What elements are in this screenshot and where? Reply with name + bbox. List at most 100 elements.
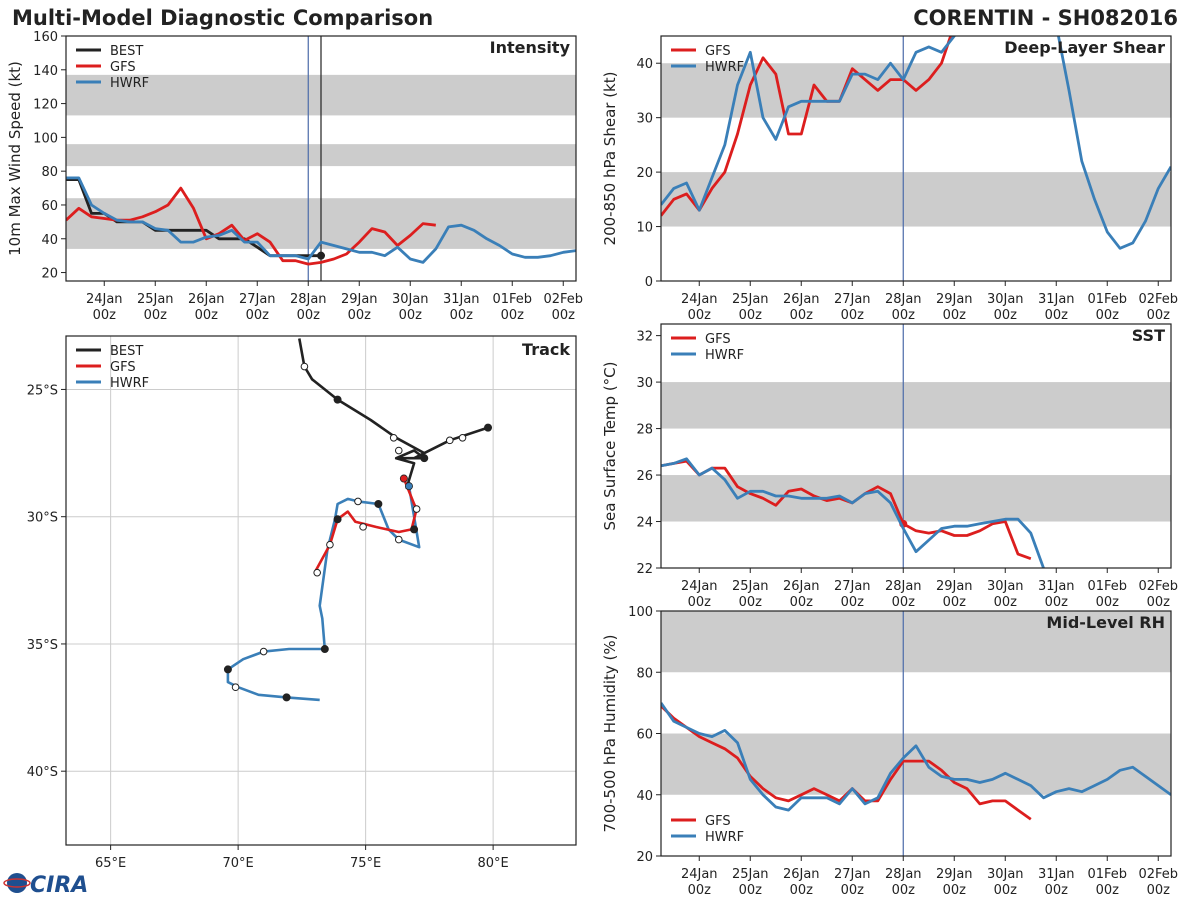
x-tick-label-time: 00z — [552, 308, 576, 323]
x-tick-label: 30Jan — [987, 867, 1024, 882]
y-axis-label: 700-500 hPa Humidity (%) — [601, 634, 619, 832]
series-group — [66, 176, 576, 266]
track-marker-open — [259, 647, 268, 656]
plot-frame — [660, 323, 1172, 569]
legend-label-gfs: GFS — [705, 44, 731, 59]
x-tick-label-time: 00z — [688, 595, 712, 610]
y-tick-label: 60 — [636, 728, 653, 743]
legend-label-gfs: GFS — [705, 814, 731, 829]
y-tick-label: 100 — [33, 131, 58, 146]
x-tick-label-time: 00z — [1045, 595, 1069, 610]
plot-frame — [65, 35, 577, 282]
x-tick-label-time: 00z — [1147, 595, 1171, 610]
x-tick-label: 75°E — [350, 856, 381, 871]
x-tick-label-time: 00z — [790, 595, 814, 610]
y-tick-label: 30 — [636, 112, 653, 127]
x-tick-label-time: 00z — [790, 308, 814, 323]
orbit-icon — [3, 878, 31, 888]
x-tick-label-time: 00z — [1096, 883, 1120, 898]
x-tick-label-time: 00z — [399, 308, 423, 323]
y-tick-label: 40 — [636, 57, 653, 72]
x-tick-label-time: 00z — [1147, 308, 1171, 323]
legend-label-hwrf: HWRF — [705, 60, 744, 75]
y-tick-label: 35°S — [27, 638, 58, 653]
track-marker-open — [300, 362, 309, 371]
x-tick-label-time: 00z — [246, 308, 270, 323]
y-tick-label: 20 — [636, 850, 653, 865]
shaded-band — [661, 475, 1171, 522]
x-tick-label: 02Feb — [1138, 292, 1178, 307]
track-marker-filled — [399, 474, 408, 483]
logo-text: CIRA — [30, 873, 88, 898]
x-tick-label: 31Jan — [1038, 292, 1075, 307]
x-tick-label: 26Jan — [188, 292, 225, 307]
x-tick-label: 26Jan — [783, 292, 820, 307]
x-tick-label-time: 00z — [297, 308, 321, 323]
x-tick-label: 02Feb — [1138, 579, 1178, 594]
track-marker-filled — [410, 525, 419, 534]
track-marker-open — [458, 434, 467, 442]
x-tick-label-time: 00z — [994, 883, 1018, 898]
globe-icon — [7, 873, 27, 893]
x-tick-label-time: 00z — [1045, 883, 1069, 898]
x-tick-label: 24Jan — [681, 292, 718, 307]
x-tick-label: 01Feb — [492, 292, 532, 307]
x-tick-label-time: 00z — [688, 308, 712, 323]
x-tick-label: 24Jan — [681, 867, 718, 882]
y-tick-label: 32 — [636, 330, 653, 345]
y-axis-label: 200-850 hPa Shear (kt) — [601, 72, 619, 246]
cira-logo: CIRA — [3, 873, 88, 898]
y-tick-label: 20 — [636, 166, 653, 181]
x-tick-label: 29Jan — [341, 292, 378, 307]
y-tick-label: 40 — [41, 233, 58, 248]
x-tick-label: 29Jan — [936, 292, 973, 307]
x-tick-label: 31Jan — [1038, 579, 1075, 594]
x-tick-label: 01Feb — [1087, 867, 1127, 882]
track-marker-filled — [420, 454, 429, 463]
track-marker-open — [394, 535, 403, 544]
x-tick-label-time: 00z — [790, 883, 814, 898]
x-tick-label-time: 00z — [739, 883, 763, 898]
y-tick-label: 100 — [628, 605, 653, 620]
track-marker-open — [445, 436, 454, 445]
x-tick-label-time: 00z — [943, 308, 967, 323]
x-tick-label: 31Jan — [443, 292, 480, 307]
x-tick-label: 30Jan — [392, 292, 429, 307]
series-group — [661, 457, 1045, 568]
x-tick-label: 28Jan — [885, 579, 922, 594]
legend-label-best: BEST — [110, 344, 143, 359]
series-end-marker — [317, 251, 325, 260]
legend-label-gfs: GFS — [110, 60, 136, 75]
x-tick-label: 28Jan — [885, 867, 922, 882]
rh-panel: 2040608010024Jan00z25Jan00z26Jan00z27Jan… — [601, 605, 1178, 898]
x-tick-label-time: 00z — [892, 883, 916, 898]
track-marker-filled — [404, 482, 413, 491]
track-marker-filled — [484, 423, 493, 432]
storm-name: CORENTIN - SH082016 — [913, 6, 1178, 30]
x-tick-label-time: 00z — [1045, 308, 1069, 323]
sst-panel: 22242628303224Jan00z25Jan00z26Jan00z27Ja… — [601, 323, 1178, 610]
plot-frame — [65, 335, 577, 846]
x-tick-label: 30Jan — [987, 292, 1024, 307]
x-tick-label-time: 00z — [841, 595, 865, 610]
x-tick-label-time: 00z — [739, 595, 763, 610]
track-marker-filled — [282, 693, 291, 702]
track-marker-open — [389, 434, 398, 442]
y-tick-label: 10 — [636, 221, 653, 236]
legend-label-hwrf: HWRF — [705, 830, 744, 845]
x-tick-label: 24Jan — [681, 579, 718, 594]
x-tick-label-time: 00z — [943, 595, 967, 610]
shaded-band — [661, 611, 1171, 673]
x-tick-label-time: 00z — [739, 308, 763, 323]
x-tick-label: 29Jan — [936, 579, 973, 594]
track-marker-open — [313, 568, 321, 577]
y-tick-label: 20 — [41, 267, 58, 282]
x-tick-label-time: 00z — [501, 308, 525, 323]
x-tick-label-time: 00z — [994, 308, 1018, 323]
y-tick-label: 140 — [33, 64, 58, 79]
y-tick-label: 25°S — [27, 383, 58, 398]
series-group — [661, 36, 1171, 250]
y-tick-label: 120 — [33, 98, 58, 113]
x-tick-label-time: 00z — [688, 883, 712, 898]
x-tick-label: 80°E — [477, 856, 508, 871]
